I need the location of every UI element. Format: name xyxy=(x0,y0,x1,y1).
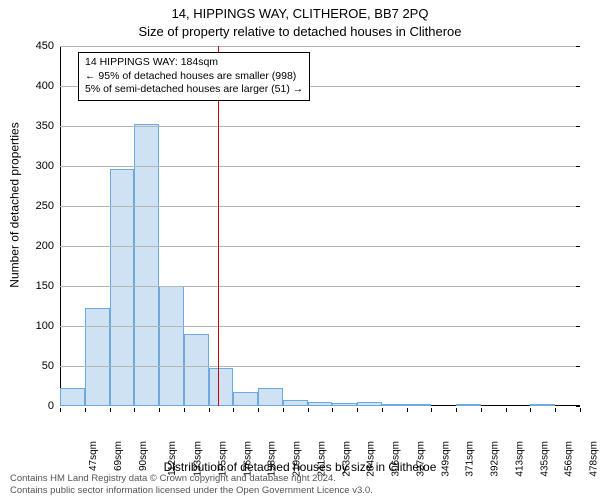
xtick-mark xyxy=(159,408,160,412)
gridline xyxy=(60,286,580,287)
xtick-mark xyxy=(134,408,135,412)
histogram-bar xyxy=(382,404,407,406)
x-axis-label: Distribution of detached houses by size … xyxy=(0,460,600,474)
ytick-mark xyxy=(576,166,580,167)
xtick-mark xyxy=(431,408,432,412)
xtick-mark xyxy=(233,408,234,412)
ytick-mark xyxy=(576,126,580,127)
annotation-box: 14 HIPPINGS WAY: 184sqm ← 95% of detache… xyxy=(78,52,310,101)
xtick-mark xyxy=(283,408,284,412)
footer-note: Contains HM Land Registry data © Crown c… xyxy=(10,473,590,496)
histogram-bar xyxy=(85,308,110,406)
histogram-bar xyxy=(110,169,135,406)
ytick-label: 250 xyxy=(36,200,54,212)
gridline xyxy=(60,166,580,167)
annotation-line: 14 HIPPINGS WAY: 184sqm xyxy=(85,56,303,70)
xtick-mark xyxy=(258,408,259,412)
xtick-mark xyxy=(530,408,531,412)
histogram-bar xyxy=(233,392,258,406)
gridline xyxy=(60,246,580,247)
ytick-mark xyxy=(576,246,580,247)
xtick-mark xyxy=(382,408,383,412)
xtick-mark xyxy=(580,408,581,412)
xtick-mark xyxy=(184,408,185,412)
ytick-mark xyxy=(576,366,580,367)
y-axis-label: Number of detached properties xyxy=(8,0,22,410)
histogram-bar xyxy=(159,286,184,406)
gridline xyxy=(60,366,580,367)
histogram-bar xyxy=(530,404,555,406)
page-title-address: 14, HIPPINGS WAY, CLITHEROE, BB7 2PQ xyxy=(0,6,600,21)
ytick-mark xyxy=(576,206,580,207)
ytick-label: 50 xyxy=(42,360,54,372)
histogram-bar xyxy=(456,404,481,406)
annotation-line: 5% of semi-detached houses are larger (5… xyxy=(85,83,303,97)
x-ticks: 47sqm69sqm90sqm112sqm133sqm155sqm176sqm1… xyxy=(60,408,580,468)
annotation-line: ← 95% of detached houses are smaller (99… xyxy=(85,70,303,84)
xtick-mark xyxy=(60,408,61,412)
ytick-label: 450 xyxy=(36,40,54,52)
xtick-mark xyxy=(407,408,408,412)
gridline xyxy=(60,206,580,207)
xtick-mark xyxy=(357,408,358,412)
ytick-label: 300 xyxy=(36,160,54,172)
gridline xyxy=(60,46,580,47)
histogram-bar xyxy=(357,402,382,406)
xtick-mark xyxy=(456,408,457,412)
histogram-bar xyxy=(258,388,283,406)
ytick-label: 200 xyxy=(36,240,54,252)
gridline xyxy=(60,326,580,327)
xtick-mark xyxy=(481,408,482,412)
xtick-mark xyxy=(110,408,111,412)
gridline xyxy=(60,126,580,127)
xtick-mark xyxy=(209,408,210,412)
histogram-bar xyxy=(60,388,85,406)
ytick-mark xyxy=(576,406,580,407)
ytick-mark xyxy=(576,46,580,47)
histogram-bar xyxy=(283,400,308,406)
ytick-mark xyxy=(576,86,580,87)
footer-line: Contains public sector information licen… xyxy=(10,485,590,496)
page-title-desc: Size of property relative to detached ho… xyxy=(0,24,600,39)
ytick-mark xyxy=(576,326,580,327)
ytick-label: 100 xyxy=(36,320,54,332)
histogram-bar xyxy=(308,402,333,406)
xtick-mark xyxy=(506,408,507,412)
xtick-mark xyxy=(555,408,556,412)
histogram-bar xyxy=(332,403,357,406)
ytick-label: 350 xyxy=(36,120,54,132)
xtick-mark xyxy=(332,408,333,412)
ytick-label: 400 xyxy=(36,80,54,92)
histogram-bar xyxy=(184,334,209,406)
xtick-mark xyxy=(308,408,309,412)
xtick-mark xyxy=(85,408,86,412)
ytick-mark xyxy=(576,286,580,287)
ytick-label: 0 xyxy=(48,400,54,412)
histogram-bar xyxy=(209,368,234,406)
histogram-plot: 14 HIPPINGS WAY: 184sqm ← 95% of detache… xyxy=(60,46,580,406)
histogram-bar xyxy=(407,404,432,406)
footer-line: Contains HM Land Registry data © Crown c… xyxy=(10,473,590,484)
ytick-label: 150 xyxy=(36,280,54,292)
